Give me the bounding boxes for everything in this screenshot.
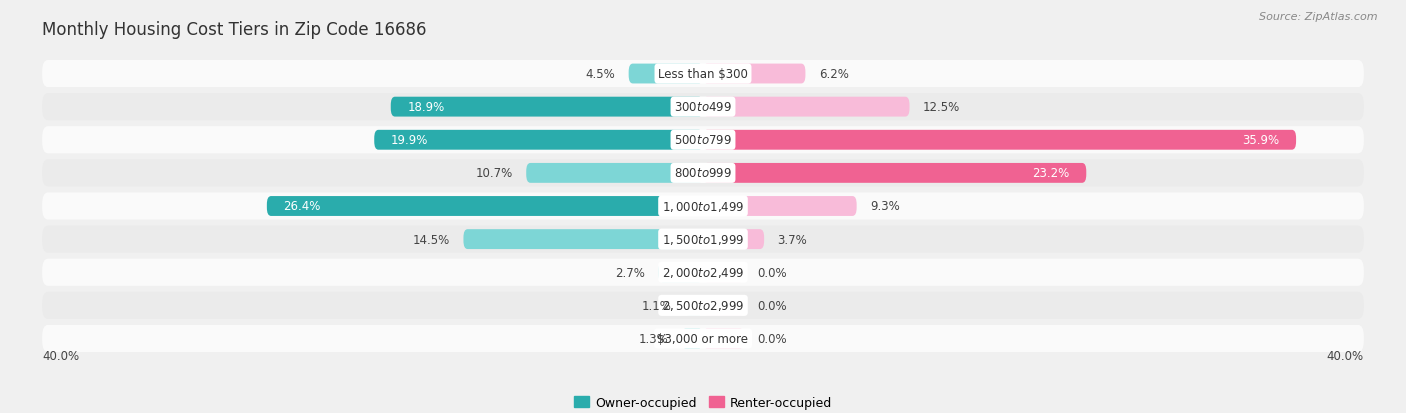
FancyBboxPatch shape [526, 164, 703, 183]
FancyBboxPatch shape [658, 263, 703, 282]
FancyBboxPatch shape [703, 64, 806, 84]
FancyBboxPatch shape [703, 97, 910, 117]
FancyBboxPatch shape [42, 61, 1364, 88]
Text: 6.2%: 6.2% [818, 68, 848, 81]
FancyBboxPatch shape [42, 160, 1364, 187]
Text: 26.4%: 26.4% [284, 200, 321, 213]
Text: 2.7%: 2.7% [616, 266, 645, 279]
Text: Less than $300: Less than $300 [658, 68, 748, 81]
FancyBboxPatch shape [42, 193, 1364, 220]
FancyBboxPatch shape [703, 131, 1296, 150]
Text: 12.5%: 12.5% [922, 101, 960, 114]
FancyBboxPatch shape [42, 259, 1364, 286]
Text: 40.0%: 40.0% [42, 349, 79, 363]
Text: 0.0%: 0.0% [758, 299, 787, 312]
Text: $3,000 or more: $3,000 or more [658, 332, 748, 345]
FancyBboxPatch shape [267, 197, 703, 216]
FancyBboxPatch shape [703, 197, 856, 216]
Text: $800 to $999: $800 to $999 [673, 167, 733, 180]
FancyBboxPatch shape [42, 94, 1364, 121]
Text: 19.9%: 19.9% [391, 134, 429, 147]
FancyBboxPatch shape [682, 329, 703, 349]
Text: 1.3%: 1.3% [638, 332, 668, 345]
FancyBboxPatch shape [42, 325, 1364, 352]
FancyBboxPatch shape [685, 296, 703, 316]
FancyBboxPatch shape [42, 226, 1364, 253]
Text: 14.5%: 14.5% [413, 233, 450, 246]
Text: $1,000 to $1,499: $1,000 to $1,499 [662, 199, 744, 214]
FancyBboxPatch shape [703, 329, 744, 349]
Text: 10.7%: 10.7% [475, 167, 513, 180]
FancyBboxPatch shape [703, 263, 744, 282]
Text: 0.0%: 0.0% [758, 266, 787, 279]
Text: 35.9%: 35.9% [1243, 134, 1279, 147]
Text: 0.0%: 0.0% [758, 332, 787, 345]
FancyBboxPatch shape [628, 64, 703, 84]
Text: $2,500 to $2,999: $2,500 to $2,999 [662, 299, 744, 313]
FancyBboxPatch shape [42, 292, 1364, 319]
Text: 1.1%: 1.1% [641, 299, 672, 312]
Text: 4.5%: 4.5% [586, 68, 616, 81]
Text: $500 to $799: $500 to $799 [673, 134, 733, 147]
Legend: Owner-occupied, Renter-occupied: Owner-occupied, Renter-occupied [568, 391, 838, 413]
Text: 40.0%: 40.0% [1327, 349, 1364, 363]
FancyBboxPatch shape [464, 230, 703, 249]
Text: 9.3%: 9.3% [870, 200, 900, 213]
Text: 23.2%: 23.2% [1032, 167, 1070, 180]
Text: Source: ZipAtlas.com: Source: ZipAtlas.com [1260, 12, 1378, 22]
FancyBboxPatch shape [703, 230, 763, 249]
Text: 18.9%: 18.9% [408, 101, 444, 114]
Text: Monthly Housing Cost Tiers in Zip Code 16686: Monthly Housing Cost Tiers in Zip Code 1… [42, 21, 426, 38]
FancyBboxPatch shape [42, 127, 1364, 154]
FancyBboxPatch shape [703, 296, 744, 316]
Text: $2,000 to $2,499: $2,000 to $2,499 [662, 266, 744, 280]
FancyBboxPatch shape [374, 131, 703, 150]
Text: $300 to $499: $300 to $499 [673, 101, 733, 114]
FancyBboxPatch shape [391, 97, 703, 117]
FancyBboxPatch shape [703, 164, 1087, 183]
Text: $1,500 to $1,999: $1,500 to $1,999 [662, 233, 744, 247]
Text: 3.7%: 3.7% [778, 233, 807, 246]
